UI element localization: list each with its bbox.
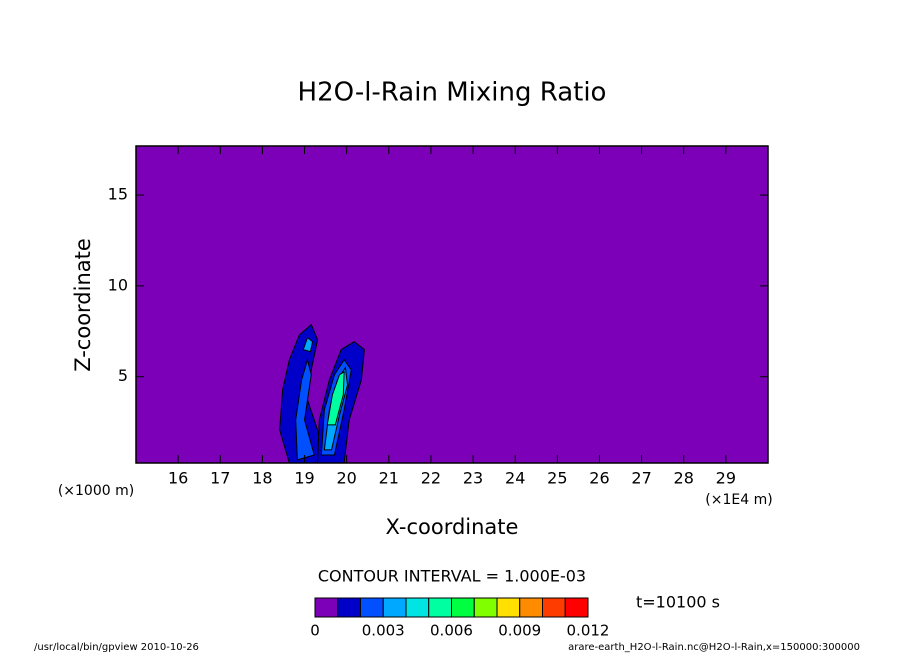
colorbar-box: [473, 597, 498, 618]
x-tick-label: 16: [168, 469, 188, 488]
x-tick-label: 17: [210, 469, 230, 488]
colorbar-label: 0.009: [498, 622, 541, 640]
x-tick-label: 23: [463, 469, 483, 488]
colorbar-label: 0: [310, 622, 320, 640]
colorbar-box: [496, 597, 521, 618]
colorbar-box: [314, 597, 339, 618]
contour-region: [295, 357, 315, 461]
plot-area: [136, 146, 768, 463]
contour-region: [326, 370, 345, 426]
x-tick-label: 29: [716, 469, 736, 488]
x-tick-label: 19: [294, 469, 314, 488]
footer-left: /usr/local/bin/gpview 2010-10-26: [34, 642, 199, 653]
x-unit-label: (×1E4 m): [705, 492, 772, 508]
colorbar-label: 0.006: [430, 622, 473, 640]
footer-right: arare-earth_H2O-l-Rain.nc@H2O-l-Rain,x=1…: [568, 642, 860, 653]
colorbar-box: [360, 597, 384, 618]
x-tick-label: 22: [421, 469, 441, 488]
x-tick-label: 26: [589, 469, 609, 488]
colorbar-label: 0.003: [362, 622, 405, 640]
x-axis-label: X-coordinate: [386, 515, 519, 539]
x-tick-label: 25: [547, 469, 567, 488]
time-label: t=10100 s: [636, 593, 720, 612]
x-tick-label: 28: [674, 469, 694, 488]
plot-frame: [135, 145, 769, 464]
colorbar-box: [337, 597, 361, 618]
colorbar-box: [405, 597, 430, 618]
contour-region: [302, 336, 314, 353]
colorbar-box: [428, 597, 452, 618]
x-tick-label: 21: [379, 469, 399, 488]
y-tick-label: 15: [108, 185, 128, 204]
colorbar-box: [519, 597, 543, 618]
colorbar-box: [542, 597, 566, 618]
colorbar-box: [382, 597, 407, 618]
chart-title: H2O-l-Rain Mixing Ratio: [298, 78, 607, 108]
x-tick-label: 27: [631, 469, 651, 488]
contour-interval: CONTOUR INTERVAL = 1.000E-03: [318, 567, 586, 586]
colorbar-box: [451, 597, 475, 618]
x-tick-label: 18: [252, 469, 272, 488]
x-tick-label: 20: [336, 469, 356, 488]
y-tick-label: 5: [118, 366, 128, 385]
y-unit-label: (×1000 m): [58, 483, 134, 499]
y-axis-label: Z-coordinate: [71, 238, 95, 372]
colorbar-label: 0.012: [567, 622, 610, 640]
colorbar-box: [564, 597, 589, 618]
x-tick-label: 24: [505, 469, 525, 488]
y-tick-label: 10: [108, 275, 128, 294]
